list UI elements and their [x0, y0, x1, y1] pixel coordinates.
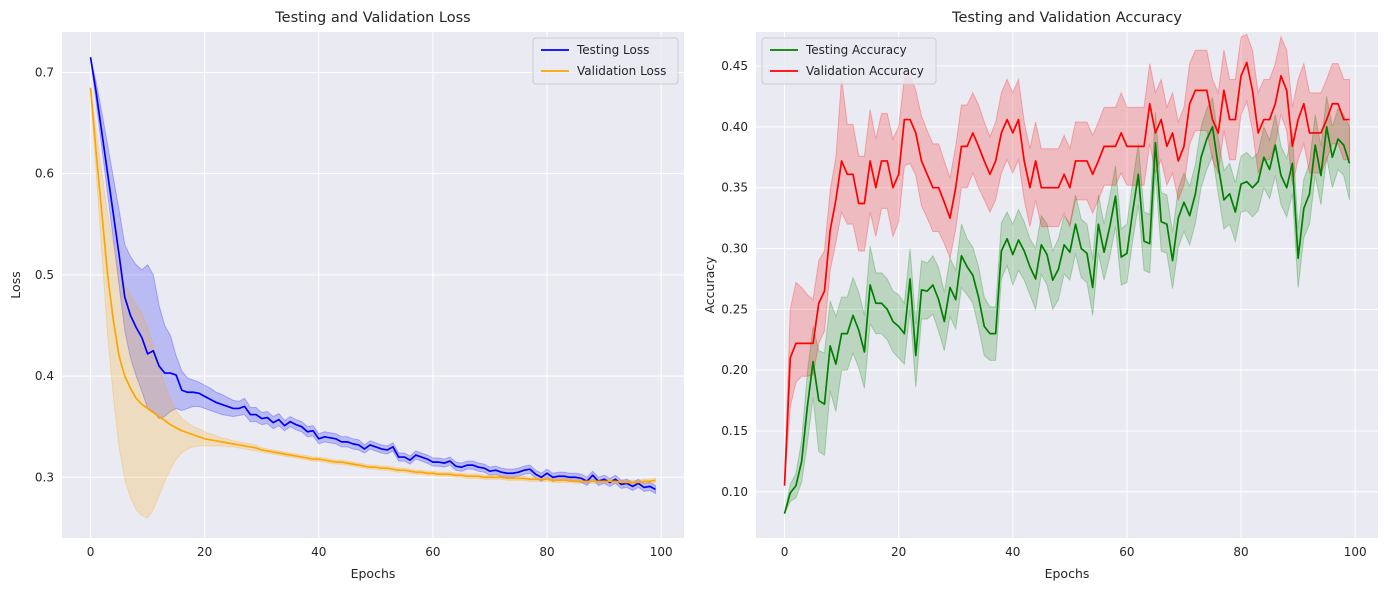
x-axis-label: Epochs [1045, 566, 1090, 581]
chart-2: 0 20 40 60 80 100 0.10 0.15 0.20 0.25 0.30 0.35 0.40… [702, 10, 1378, 581]
x-axis-label: Epochs [351, 566, 396, 581]
series-line-2 [89, 87, 656, 484]
y-tick-label: 0.7 [35, 65, 54, 79]
x-tick-label: 60 [425, 545, 440, 559]
legend-box [761, 37, 937, 85]
y-tick-label: 0.15 [721, 424, 748, 438]
x-tick-label: 80 [539, 545, 554, 559]
series-group [89, 57, 656, 519]
chart-1: 0 20 40 60 80 100 0.3 0.4 0.5 0.6 0.7 Testing and V… [8, 10, 684, 581]
series-line-1 [89, 57, 656, 491]
x-tick-label: 40 [1005, 545, 1020, 559]
x-tick-label: 100 [650, 545, 673, 559]
y-tick-label: 0.3 [35, 470, 54, 484]
plot-area [756, 32, 1378, 538]
y-tick-label: 0.20 [721, 363, 748, 377]
x-tick-label: 20 [891, 545, 906, 559]
series-group [783, 33, 1351, 514]
series-line-1 [783, 126, 1351, 514]
legend-box [532, 37, 679, 85]
legend-label: Testing Loss [576, 43, 649, 57]
x-tick-label: 60 [1119, 545, 1134, 559]
y-tick-label: 0.4 [35, 369, 54, 383]
x-tick-label: 40 [311, 545, 326, 559]
y-tick-label: 0.6 [35, 167, 54, 181]
x-tick-label: 80 [1233, 545, 1248, 559]
chart-title: Testing and Validation Loss [274, 10, 471, 26]
y-tick-label: 0.25 [721, 302, 748, 316]
x-tick-label: 0 [781, 545, 789, 559]
series-line-2 [783, 61, 1350, 486]
legend-label: Validation Accuracy [806, 64, 924, 78]
x-tick-label: 20 [197, 545, 212, 559]
y-tick-label: 0.10 [721, 485, 748, 499]
legend-label: Validation Loss [577, 64, 666, 78]
confidence-band-1 [90, 57, 656, 495]
x-tick-label: 100 [1344, 545, 1367, 559]
y-tick-label: 0.30 [721, 242, 748, 256]
legend: Testing Loss Validation Loss [532, 37, 679, 85]
legend-label: Testing Accuracy [805, 43, 907, 57]
plot-area [62, 32, 684, 538]
y-axis-label: Accuracy [702, 256, 717, 314]
y-tick-label: 0.5 [35, 268, 54, 282]
y-tick-label: 0.45 [721, 59, 748, 73]
y-tick-label: 0.40 [721, 120, 748, 134]
x-tick-label: 0 [87, 545, 95, 559]
chart-title: Testing and Validation Accuracy [951, 10, 1182, 26]
confidence-band-2 [90, 87, 656, 519]
y-axis-label: Loss [8, 271, 23, 298]
y-tick-label: 0.35 [721, 181, 748, 195]
legend: Testing Accuracy Validation Accuracy [761, 37, 937, 85]
